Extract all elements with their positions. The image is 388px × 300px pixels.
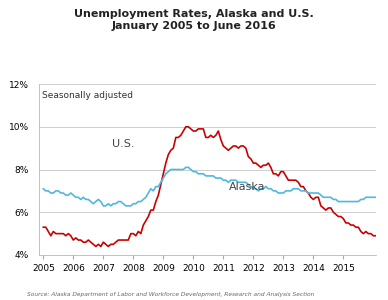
- Text: Alaska: Alaska: [229, 182, 266, 192]
- Text: Unemployment Rates, Alaska and U.S.
January 2005 to June 2016: Unemployment Rates, Alaska and U.S. Janu…: [74, 9, 314, 31]
- Text: Seasonally adjusted: Seasonally adjusted: [42, 92, 133, 100]
- Text: U.S.: U.S.: [112, 139, 135, 149]
- Text: Source: Alaska Department of Labor and Workforce Development, Research and Analy: Source: Alaska Department of Labor and W…: [27, 292, 315, 297]
